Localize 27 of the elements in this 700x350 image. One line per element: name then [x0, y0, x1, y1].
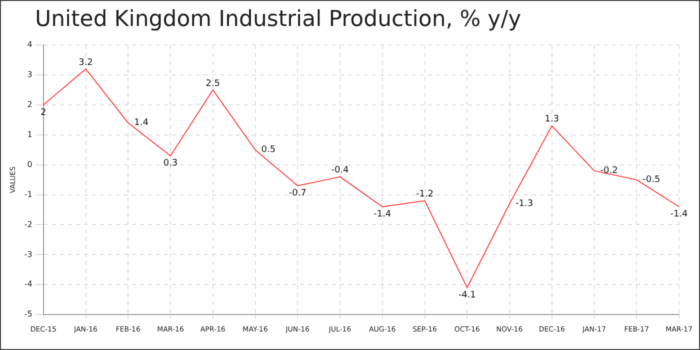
data-label: -0.7	[288, 188, 306, 199]
data-label: 1.3	[544, 114, 560, 125]
data-label: 0.3	[163, 158, 178, 169]
y-tick-label: -4	[24, 280, 32, 289]
data-label: -0.4	[331, 166, 350, 176]
chart-title: United Kingdom Industrial Production, % y/y	[35, 7, 522, 32]
y-tick-label: 4	[27, 40, 32, 50]
y-tick-label: 0	[27, 160, 32, 169]
data-label: -1.4	[670, 210, 688, 220]
data-label: -1.3	[516, 199, 534, 210]
y-tick-label: -3	[24, 250, 32, 259]
data-label: -1.2	[416, 190, 434, 200]
y-tick-label: -2	[24, 220, 32, 229]
data-label: -0.5	[642, 175, 660, 186]
data-label: -4.1	[458, 290, 476, 300]
y-tick-label: 1	[27, 130, 32, 139]
y-tick-label: -1	[24, 190, 32, 199]
y-tick-label: -5	[24, 310, 32, 319]
y-tick-label: 3	[27, 70, 32, 80]
data-label: 2.5	[206, 78, 220, 89]
data-label: -0.2	[600, 166, 618, 176]
data-label: 3.2	[78, 58, 93, 68]
data-label: -1.4	[374, 210, 392, 220]
data-label: 1.4	[134, 118, 149, 128]
y-tick-label: 2	[27, 100, 32, 109]
data-label: 0.5	[261, 145, 276, 156]
data-label: 2	[40, 108, 46, 118]
